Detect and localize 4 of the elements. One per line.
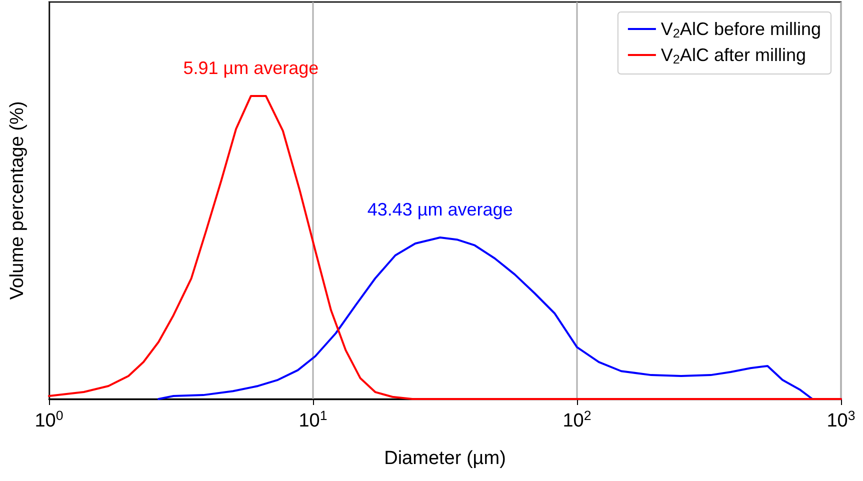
text: 5.91 µm average: [183, 58, 319, 78]
y-axis-title: Volume percentage (%): [7, 101, 28, 300]
annotation: 43.43 µm average: [367, 199, 513, 220]
x-axis-title: Diameter (µm): [384, 448, 506, 469]
